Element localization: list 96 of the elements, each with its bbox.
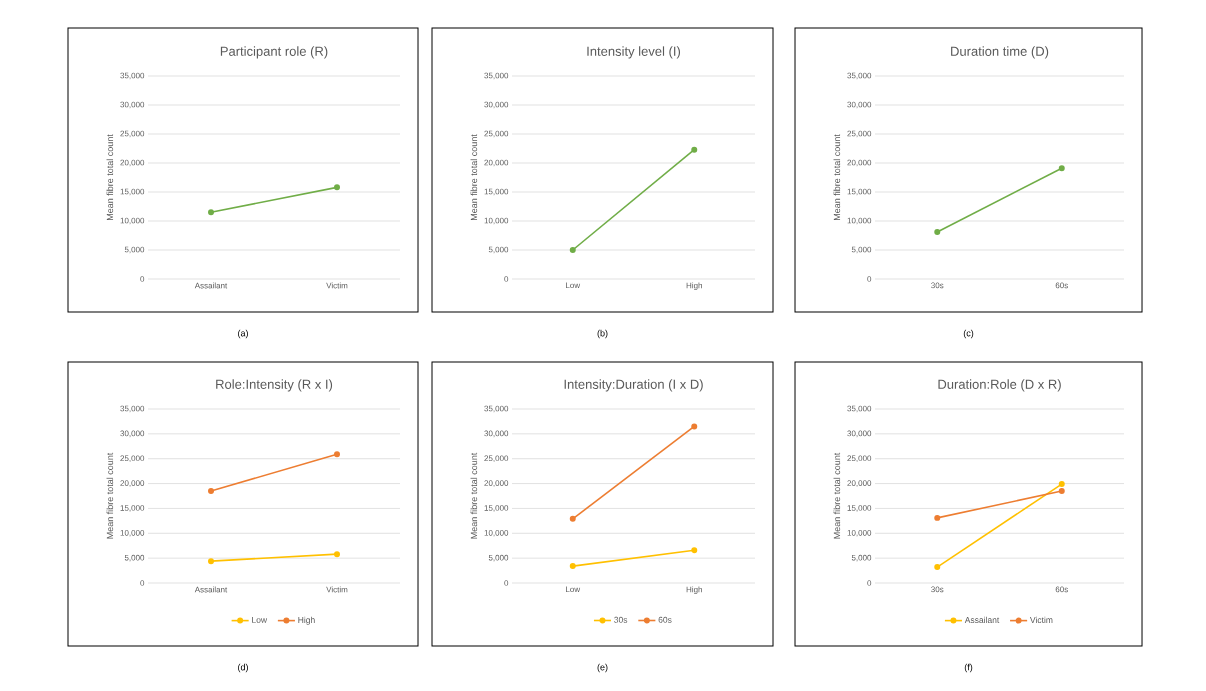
y-axis-title: Mean fibre total count (470, 134, 478, 221)
y-tick-label: 20,000 (120, 159, 145, 167)
legend-label: 60s (658, 616, 672, 623)
y-tick-label: 10,000 (847, 217, 872, 225)
text: (c) (963, 329, 974, 339)
y-tick-label: 25,000 (484, 130, 509, 138)
point (1058, 488, 1065, 495)
legend-label: 30s (614, 616, 628, 623)
x-tick-label: 60s (1055, 586, 1068, 593)
legend-label: High (298, 616, 315, 625)
y-tick-label: 10,000 (484, 529, 509, 537)
y-tick-label: 15,000 (484, 505, 509, 512)
point (934, 514, 941, 521)
y-tick-label: 15,000 (847, 505, 872, 512)
text: (e) (597, 663, 608, 673)
y-axis-title: Mean fibre total count (470, 452, 478, 539)
y-tick-label: 25,000 (120, 130, 145, 138)
x-tick-label: High (686, 282, 702, 290)
y-tick-label: 0 (504, 580, 509, 586)
text: (d) (238, 663, 248, 673)
y-tick-label: 20,000 (120, 480, 145, 487)
legend-label: Low (252, 616, 268, 623)
x-tick-label: 60s (1055, 282, 1068, 289)
legend-label: Victim (1029, 616, 1053, 624)
y-tick-label: 35,000 (847, 72, 872, 80)
x-tick-label: 30s (931, 282, 944, 289)
chart-title: Duration:Role (D x R) (938, 379, 1061, 392)
chart-title: Intensity level (I) (587, 46, 681, 59)
chart-title: Participant role (R) (220, 46, 328, 59)
y-tick-label: 10,000 (120, 217, 145, 225)
legend-label: Assailant (964, 616, 1000, 624)
y-tick-label: 30,000 (847, 101, 872, 109)
y-tick-label: 15,000 (847, 188, 872, 196)
point (691, 547, 698, 554)
x-tick-label: Assailant (194, 586, 228, 593)
y-tick-label: 0 (504, 276, 509, 282)
y-tick-label: 25,000 (120, 455, 145, 463)
point (691, 423, 698, 430)
y-tick-label: 5,000 (488, 246, 509, 254)
y-tick-label: 20,000 (847, 480, 872, 487)
y-tick-label: 25,000 (847, 130, 872, 138)
y-tick-label: 0 (867, 580, 872, 586)
y-tick-label: 35,000 (120, 72, 145, 80)
y-tick-label: 25,000 (847, 455, 872, 463)
x-tick-label: Victim (326, 282, 348, 289)
chart-title: Duration time (D) (951, 46, 1049, 59)
y-tick-label: 35,000 (847, 405, 872, 413)
text: (f) (964, 663, 973, 673)
y-tick-label: 35,000 (484, 405, 509, 413)
y-axis-title: Mean fibre total count (106, 452, 114, 539)
y-tick-label: 5,000 (851, 246, 872, 254)
y-tick-label: 30,000 (484, 430, 509, 438)
text: (b) (597, 329, 608, 339)
chart-title: Role:Intensity (R x I) (216, 379, 333, 392)
y-axis-title: Mean fibre total count (833, 134, 841, 221)
y-tick-label: 10,000 (484, 217, 509, 225)
y-tick-label: 10,000 (120, 529, 145, 537)
text: (a) (238, 329, 248, 339)
y-tick-label: 15,000 (120, 505, 145, 512)
y-tick-label: 5,000 (851, 554, 872, 562)
point (934, 564, 941, 571)
y-tick-label: 30,000 (120, 430, 145, 438)
y-tick-label: 20,000 (484, 159, 509, 167)
point (208, 558, 215, 565)
x-tick-label: Assailant (194, 282, 228, 289)
y-tick-label: 0 (867, 276, 872, 282)
y-axis-title: Mean fibre total count (106, 134, 114, 221)
x-tick-label: High (686, 586, 702, 594)
x-tick-label: Victim (326, 586, 348, 593)
y-tick-label: 15,000 (120, 188, 145, 196)
y-tick-label: 30,000 (484, 101, 509, 109)
y-tick-label: 35,000 (484, 72, 509, 80)
y-tick-label: 20,000 (847, 159, 872, 167)
point (208, 488, 215, 495)
y-tick-label: 30,000 (847, 430, 872, 438)
y-tick-label: 0 (140, 580, 145, 586)
y-tick-label: 15,000 (484, 188, 509, 196)
y-tick-label: 5,000 (124, 246, 145, 254)
y-tick-label: 25,000 (484, 455, 509, 463)
y-tick-label: 10,000 (847, 529, 872, 537)
y-tick-label: 20,000 (484, 480, 509, 487)
y-tick-label: 0 (140, 276, 145, 282)
point (1058, 481, 1065, 488)
x-tick-label: 30s (931, 586, 944, 593)
x-tick-label: Low (566, 282, 581, 289)
y-tick-label: 5,000 (124, 554, 145, 562)
y-axis-title: Mean fibre total count (833, 452, 841, 539)
chart-title: Intensity:Duration (I x D) (564, 379, 703, 392)
x-tick-label: Low (566, 586, 581, 593)
point (569, 563, 576, 570)
y-tick-label: 5,000 (488, 554, 509, 562)
y-tick-label: 35,000 (120, 405, 145, 413)
y-tick-label: 30,000 (120, 101, 145, 109)
point (334, 551, 341, 558)
point (569, 515, 576, 522)
point (334, 451, 341, 458)
